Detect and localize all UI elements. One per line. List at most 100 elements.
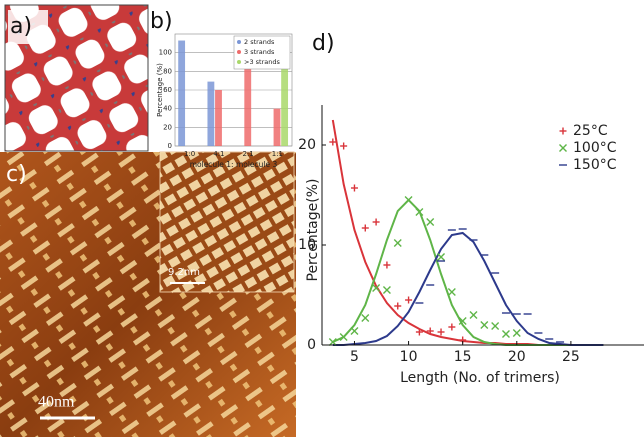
x-tick-label: 1:1 — [272, 150, 283, 158]
panel-label: a) — [10, 14, 32, 39]
data-point — [328, 338, 337, 346]
panel-label: d) — [312, 31, 335, 56]
fit-curve — [332, 231, 604, 346]
data-point — [372, 284, 381, 292]
x-tick-label: 4:1 — [213, 150, 224, 158]
data-point — [329, 138, 337, 146]
legend-label: 150°C — [573, 157, 617, 173]
fit-curve — [331, 119, 604, 346]
legend-swatch — [237, 50, 241, 54]
data-point — [437, 253, 446, 261]
legend-label: >3 strands — [244, 58, 280, 66]
x-tick-label: 2:1 — [242, 150, 253, 158]
bar — [281, 66, 289, 146]
x-axis-label: Length (No. of trimers) — [400, 370, 560, 386]
data-point — [480, 321, 489, 329]
marker-stroke — [501, 330, 510, 338]
data-point — [382, 286, 391, 294]
label-bg — [8, 10, 48, 44]
marker-stroke — [480, 321, 489, 329]
marker-stroke — [458, 317, 467, 325]
data-point — [394, 302, 402, 310]
marker-stroke — [361, 314, 370, 322]
data-point — [469, 311, 478, 319]
legend-label: 100°C — [573, 140, 617, 156]
marker-stroke — [350, 327, 359, 335]
data-point — [437, 328, 445, 336]
legend-swatch — [237, 40, 241, 44]
marker-stroke — [328, 338, 337, 346]
panel-label: c) — [6, 162, 27, 187]
y-axis-label: Percentage(%) — [305, 179, 321, 282]
data-point — [415, 328, 423, 336]
x-tick-label: 20 — [508, 349, 526, 365]
data-point — [393, 239, 402, 247]
data-point — [383, 261, 391, 269]
data-point — [404, 196, 413, 204]
data-point — [350, 184, 358, 192]
y-tick-label: 80 — [163, 67, 172, 75]
marker-stroke — [469, 311, 478, 319]
data-point — [458, 317, 467, 325]
legend-label: 2 strands — [244, 38, 275, 46]
marker-stroke — [437, 253, 446, 261]
data-point — [340, 142, 348, 150]
x-tick-label: 1:0 — [184, 150, 195, 158]
x-tick-label: 10 — [400, 349, 418, 365]
y-tick-label: 40 — [163, 105, 172, 113]
x-axis-label: molecule 1: molecule 3 — [190, 160, 278, 169]
marker-stroke — [339, 333, 348, 341]
y-tick-label: 0 — [307, 337, 316, 353]
x-tick-label: 15 — [454, 349, 472, 365]
marker-stroke — [426, 218, 435, 226]
marker-stroke — [393, 239, 402, 247]
data-point — [350, 327, 359, 335]
marker-stroke — [372, 284, 381, 292]
bar — [178, 40, 186, 146]
x-tick-label: 25 — [562, 349, 580, 365]
marker-stroke — [382, 286, 391, 294]
data-point — [559, 144, 567, 152]
data-point — [491, 322, 500, 330]
x-tick-label: 5 — [350, 349, 359, 365]
marker-stroke — [512, 329, 521, 337]
data-point — [339, 333, 348, 341]
y-tick-label: 0 — [168, 142, 172, 150]
bar — [207, 81, 215, 146]
bar — [244, 42, 252, 146]
y-tick-label: 60 — [163, 86, 172, 94]
data-point — [501, 330, 510, 338]
data-point — [512, 329, 521, 337]
marker-stroke — [447, 288, 456, 296]
legend-swatch — [237, 60, 241, 64]
scale-bar-label: 40nm — [38, 394, 75, 411]
y-axis-label: Percentage (%) — [156, 63, 164, 117]
data-point — [426, 327, 434, 335]
data-point — [405, 296, 413, 304]
data-point — [361, 314, 370, 322]
scale-bar-label: 9.2nm — [168, 267, 200, 278]
legend-label: 3 strands — [244, 48, 275, 56]
y-tick-label: 100 — [159, 49, 172, 57]
data-point — [372, 218, 380, 226]
data-point — [415, 208, 424, 216]
y-tick-label: 10 — [298, 237, 316, 253]
data-point — [448, 323, 456, 331]
stm-inset-texture — [160, 152, 294, 292]
data-point — [361, 224, 369, 232]
marker-stroke — [404, 196, 413, 204]
bar — [273, 108, 281, 146]
marker-stroke — [559, 144, 567, 152]
legend-box — [233, 35, 291, 70]
y-tick-label: 20 — [163, 123, 172, 131]
legend-label: 25°C — [573, 123, 608, 139]
data-point — [559, 127, 567, 135]
marker-stroke — [491, 322, 500, 330]
data-point — [447, 288, 456, 296]
y-tick-label: 20 — [298, 137, 316, 153]
panel-label: b) — [150, 9, 173, 34]
marker-stroke — [415, 208, 424, 216]
data-point — [426, 218, 435, 226]
bar — [215, 90, 222, 146]
